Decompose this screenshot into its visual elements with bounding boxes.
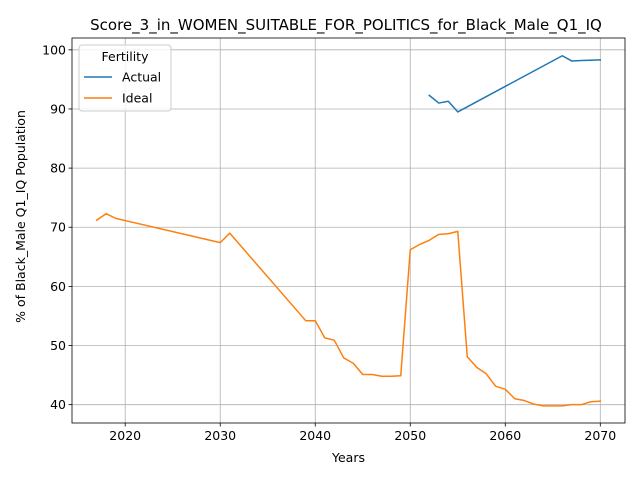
tick-layer: 2020 2030 2040 2050 2060 2070 40 50 60 70 80 90 100 bbox=[42, 42, 616, 443]
x-tick-label: 2060 bbox=[489, 428, 521, 443]
legend-title: Fertility bbox=[102, 49, 150, 64]
y-tick-label: 90 bbox=[50, 101, 66, 116]
y-tick-label: 80 bbox=[50, 161, 66, 176]
x-tick-label: 2020 bbox=[109, 428, 141, 443]
y-tick-label: 70 bbox=[50, 220, 66, 235]
series-line-ideal bbox=[95, 212, 602, 407]
y-tick-label: 60 bbox=[50, 279, 66, 294]
axes bbox=[71, 37, 626, 424]
legend-label-ideal: Ideal bbox=[122, 91, 152, 106]
axes-frame bbox=[71, 37, 626, 424]
legend: Fertility Actual Ideal bbox=[78, 44, 172, 112]
chart-title: Score_3_in_WOMEN_SUITABLE_FOR_POLITICS_f… bbox=[90, 16, 602, 35]
x-tick-label: 2030 bbox=[204, 428, 236, 443]
x-tick-label: 2050 bbox=[394, 428, 426, 443]
y-tick-label: 50 bbox=[50, 338, 66, 353]
y-tick-label: 40 bbox=[50, 397, 66, 412]
x-tick-label: 2040 bbox=[299, 428, 331, 443]
x-axis-label: Years bbox=[331, 450, 365, 465]
y-tick-label: 100 bbox=[42, 42, 66, 57]
x-tick-label: 2070 bbox=[584, 428, 616, 443]
series-line-actual bbox=[428, 54, 602, 113]
legend-box bbox=[78, 44, 172, 112]
legend-label-actual: Actual bbox=[122, 70, 161, 85]
y-axis-label: % of Black_Male Q1_IQ Population bbox=[13, 110, 28, 323]
series-layer bbox=[95, 54, 602, 407]
